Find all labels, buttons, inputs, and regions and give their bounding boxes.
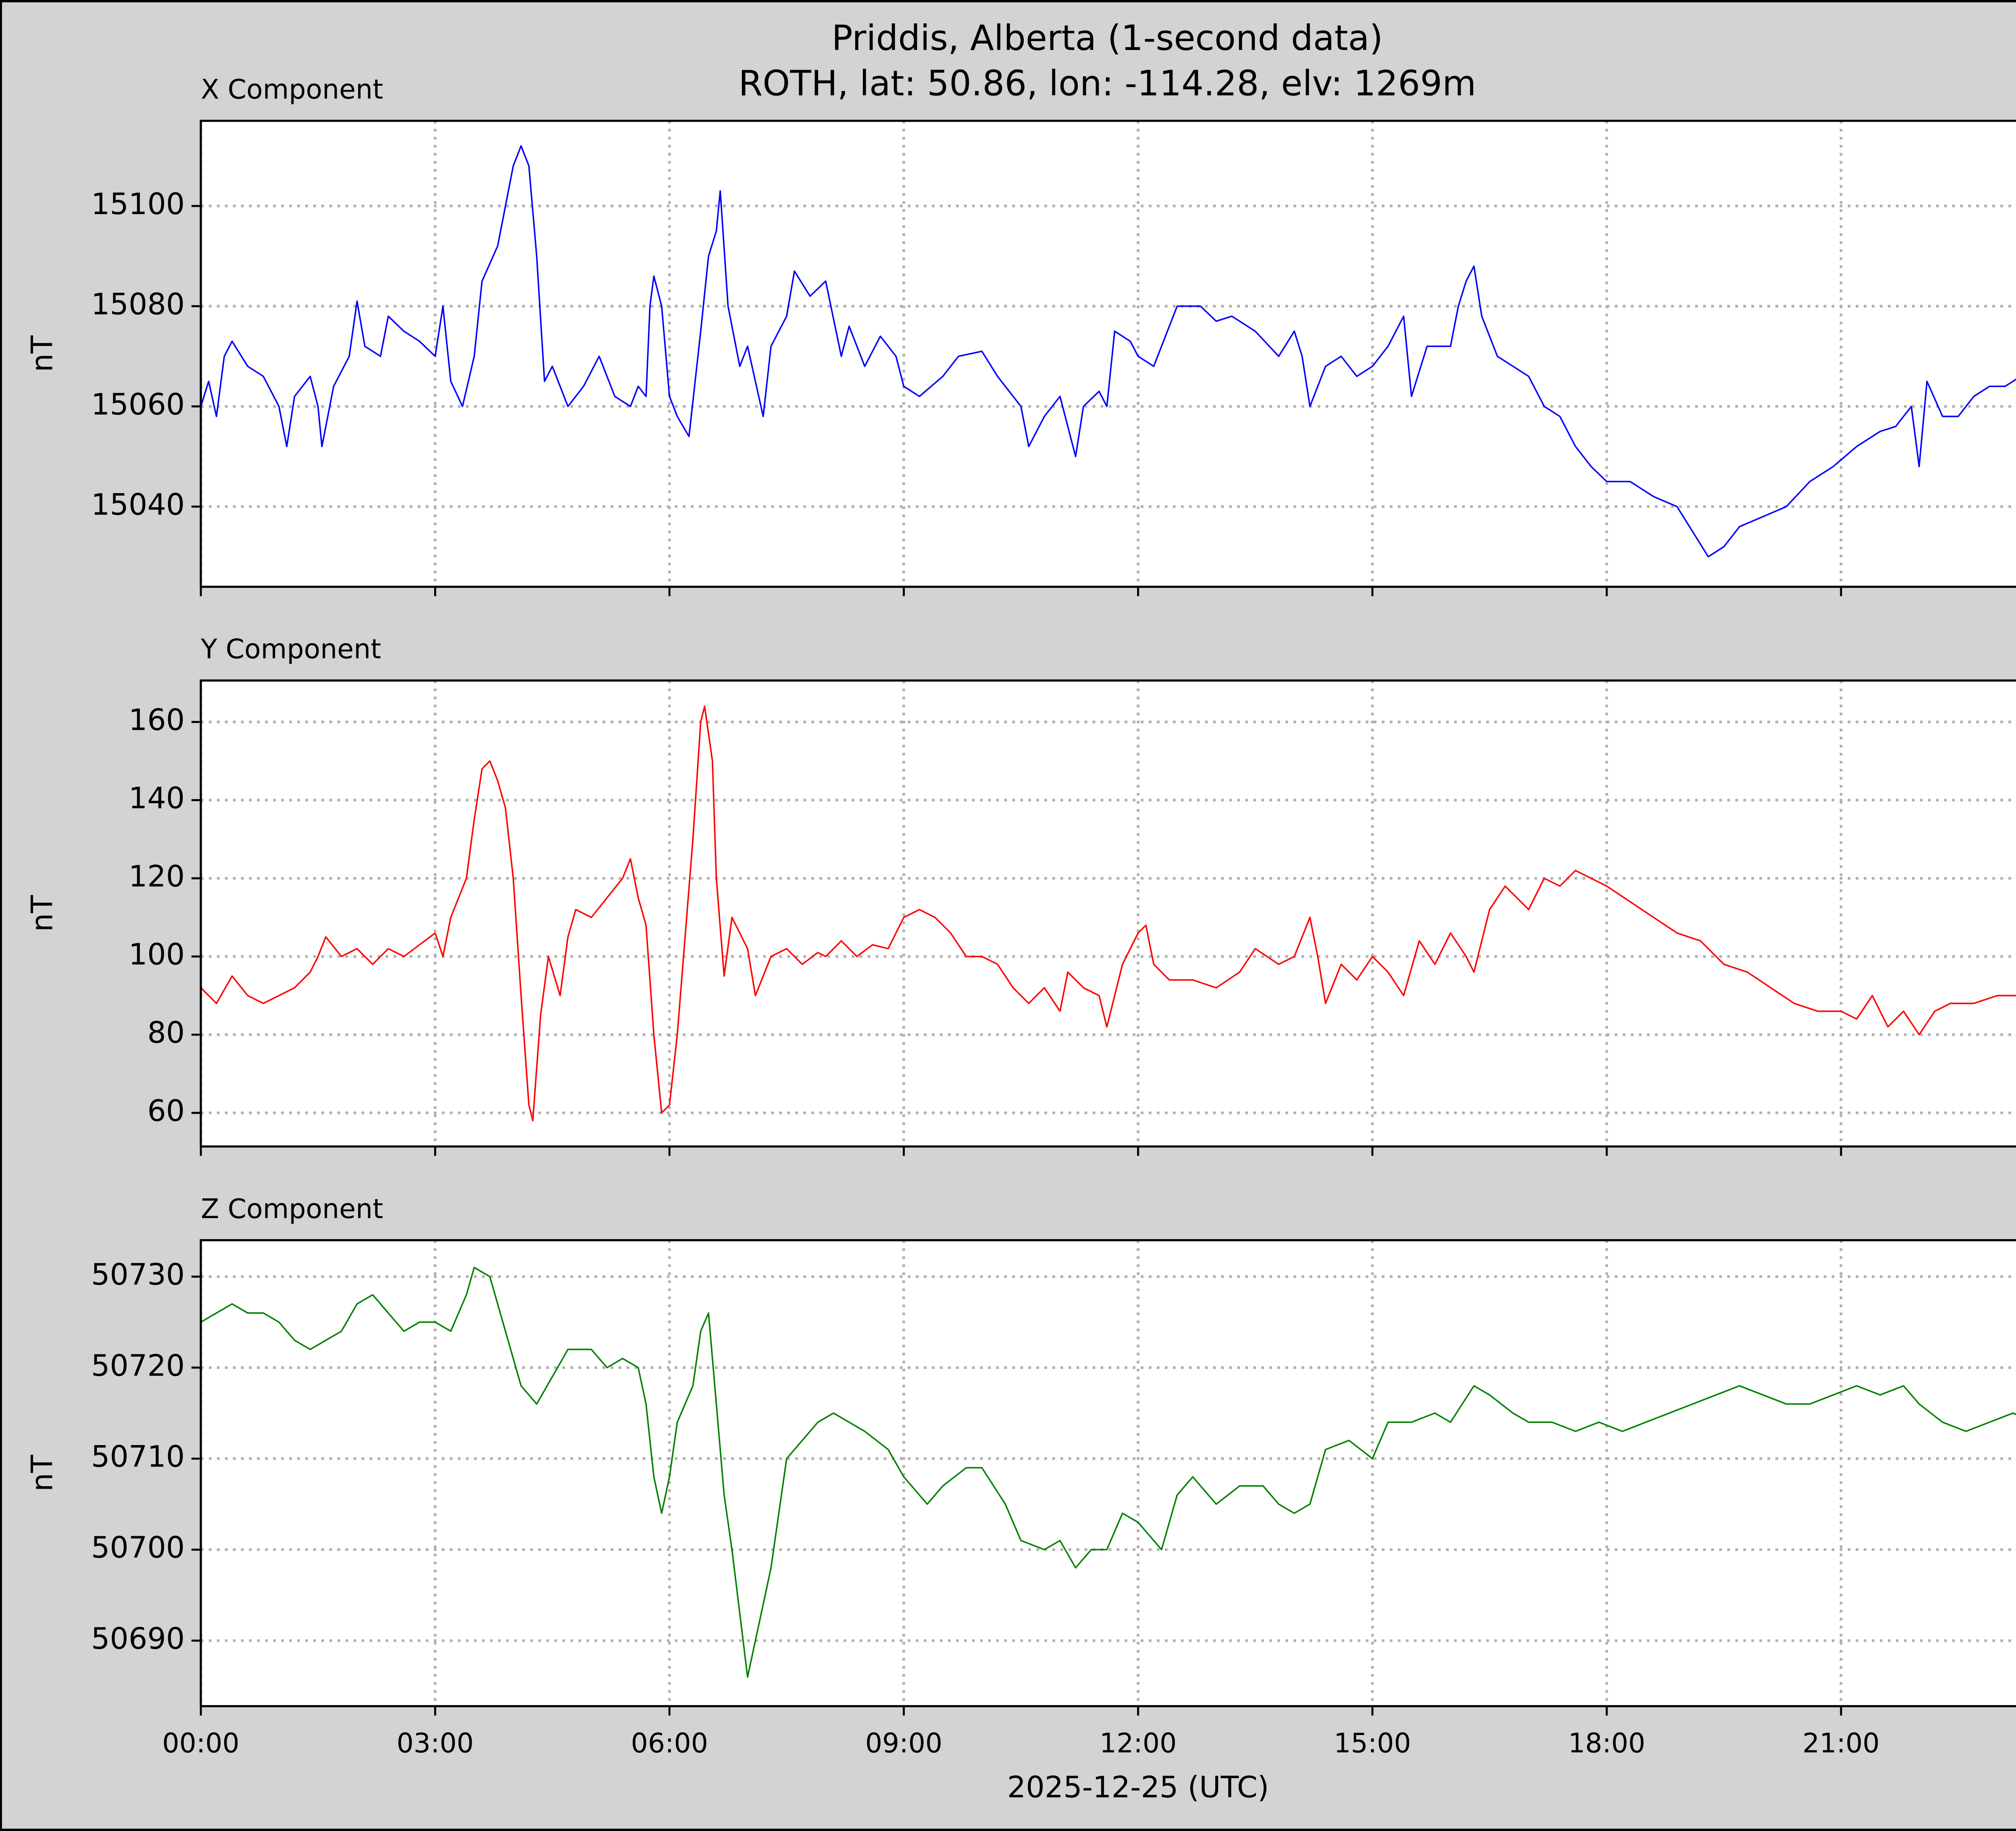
data-line <box>200 705 2016 1122</box>
x-tick-label: 00:00 <box>162 1727 239 1759</box>
y-tick-label: 120 <box>129 859 185 894</box>
x-tick-label: 12:00 <box>1100 1727 1177 1759</box>
y-tick-label: 160 <box>129 703 185 737</box>
y-axis-label: nT <box>25 895 60 932</box>
y-axis-label: nT <box>25 335 60 372</box>
y-tick-label: 15060 <box>91 387 185 422</box>
data-line <box>200 145 2016 558</box>
y-tick-label: 50710 <box>91 1440 185 1474</box>
y-tick-label: 50730 <box>91 1258 185 1292</box>
x-tick-label: 21:00 <box>1802 1727 1879 1759</box>
plot-area <box>201 680 2016 1147</box>
plot-area <box>201 1240 2016 1706</box>
x-tick-label: 18:00 <box>1568 1727 1645 1759</box>
x-tick-label: 15:00 <box>1334 1727 1411 1759</box>
panel-title: Y Component <box>200 633 381 665</box>
y-tick-label: 80 <box>147 1016 185 1050</box>
y-tick-label: 140 <box>129 781 185 815</box>
y-tick-label: 50720 <box>91 1349 185 1383</box>
y-tick-label: 100 <box>129 937 185 972</box>
plot-frame <box>200 1239 2016 1708</box>
x-tick-label: 09:00 <box>865 1727 942 1759</box>
y-axis-label: nT <box>25 1455 60 1491</box>
figure-subtitle: ROTH, lat: 50.86, lon: -114.28, elv: 126… <box>738 64 1476 104</box>
plot-frame <box>200 119 2016 588</box>
plot-frame <box>200 679 2016 1148</box>
y-tick-label: 15040 <box>91 487 185 522</box>
x-axis-label: 2025-12-25 (UTC) <box>1007 1770 1269 1804</box>
x-tick-label: 06:00 <box>631 1727 708 1759</box>
panel-title: Z Component <box>201 1193 383 1225</box>
y-tick-label: 15080 <box>91 287 185 321</box>
x-tick-label: 03:00 <box>397 1727 474 1759</box>
plot-area <box>201 121 2016 587</box>
y-tick-label: 60 <box>147 1094 185 1128</box>
y-tick-label: 50700 <box>91 1531 185 1565</box>
y-tick-label: 50690 <box>91 1622 185 1656</box>
panel-title: X Component <box>201 74 383 105</box>
figure-title: Priddis, Alberta (1-second data) <box>832 18 1383 58</box>
data-line <box>200 1266 2016 1678</box>
y-tick-label: 15100 <box>91 187 185 221</box>
